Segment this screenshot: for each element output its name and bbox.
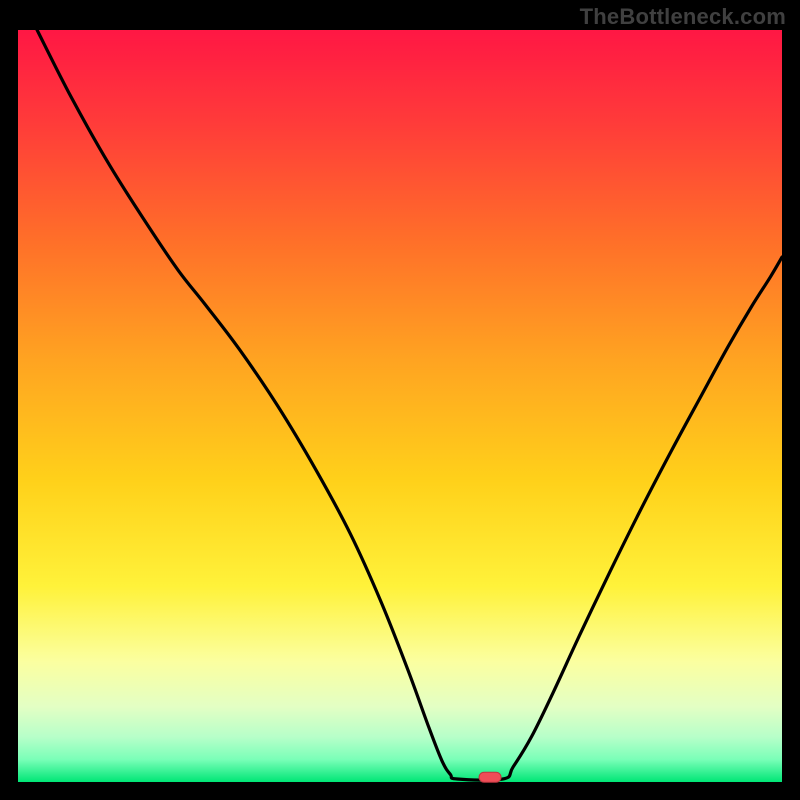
watermark-text: TheBottleneck.com	[580, 4, 786, 30]
bottleneck-curve	[18, 30, 782, 782]
plot-area	[18, 30, 782, 782]
optimal-point-marker	[479, 772, 502, 783]
chart-frame: TheBottleneck.com	[0, 0, 800, 800]
